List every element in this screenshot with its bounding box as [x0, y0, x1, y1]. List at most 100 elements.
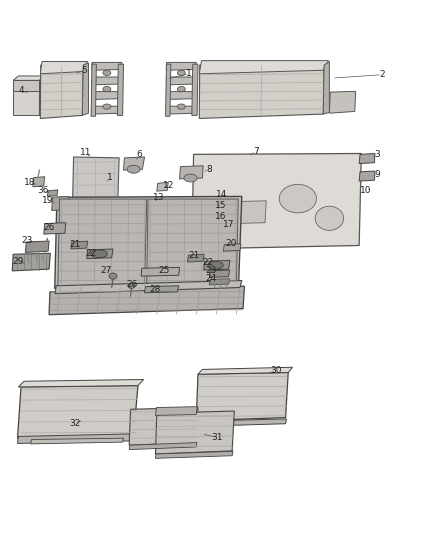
Text: 3: 3 — [374, 150, 381, 159]
Text: 19: 19 — [42, 196, 53, 205]
Text: 8: 8 — [206, 165, 212, 174]
Text: 23: 23 — [21, 236, 33, 245]
Ellipse shape — [127, 165, 140, 173]
Polygon shape — [147, 199, 238, 284]
Polygon shape — [52, 197, 69, 211]
Polygon shape — [12, 253, 50, 271]
Polygon shape — [92, 106, 122, 114]
Polygon shape — [71, 241, 88, 249]
Polygon shape — [199, 65, 324, 118]
Polygon shape — [192, 64, 198, 115]
Text: 14: 14 — [215, 190, 227, 199]
Polygon shape — [47, 190, 58, 197]
Polygon shape — [55, 280, 242, 294]
Text: 26: 26 — [127, 279, 138, 288]
Polygon shape — [13, 76, 45, 80]
Polygon shape — [40, 65, 83, 118]
Polygon shape — [31, 438, 124, 444]
Ellipse shape — [103, 104, 111, 109]
Polygon shape — [58, 199, 147, 287]
Polygon shape — [166, 77, 196, 85]
Text: 7: 7 — [253, 147, 259, 156]
Polygon shape — [204, 260, 230, 270]
Ellipse shape — [177, 104, 185, 109]
Polygon shape — [187, 254, 204, 262]
Text: 27: 27 — [100, 266, 112, 276]
Text: 18: 18 — [24, 178, 35, 187]
Polygon shape — [40, 61, 88, 74]
Polygon shape — [18, 379, 144, 387]
Text: 20: 20 — [226, 239, 237, 248]
Polygon shape — [92, 62, 122, 70]
Ellipse shape — [177, 70, 185, 76]
Polygon shape — [92, 77, 122, 85]
Polygon shape — [49, 286, 244, 314]
Text: 13: 13 — [153, 193, 164, 202]
Ellipse shape — [103, 86, 111, 92]
Polygon shape — [223, 244, 241, 251]
Text: 11: 11 — [80, 148, 91, 157]
Polygon shape — [192, 154, 361, 249]
Text: 12: 12 — [163, 181, 174, 190]
Polygon shape — [196, 419, 286, 426]
Polygon shape — [82, 63, 88, 115]
Text: 6: 6 — [136, 150, 142, 159]
Polygon shape — [209, 279, 230, 285]
Text: 26: 26 — [43, 223, 55, 232]
Ellipse shape — [128, 283, 135, 288]
Text: 4: 4 — [18, 86, 24, 95]
Text: 31: 31 — [211, 433, 223, 442]
Text: 22: 22 — [202, 259, 214, 268]
Polygon shape — [231, 201, 266, 223]
Ellipse shape — [103, 70, 111, 76]
Polygon shape — [117, 64, 124, 115]
Polygon shape — [18, 434, 135, 443]
Text: 28: 28 — [150, 285, 161, 294]
Ellipse shape — [177, 86, 185, 92]
Polygon shape — [155, 411, 234, 454]
Polygon shape — [13, 80, 39, 115]
Text: 32: 32 — [70, 419, 81, 428]
Text: 22: 22 — [85, 249, 97, 258]
Text: 5: 5 — [81, 66, 87, 75]
Text: 10: 10 — [360, 186, 371, 195]
Text: 25: 25 — [159, 265, 170, 274]
Polygon shape — [33, 177, 45, 187]
Text: 17: 17 — [223, 220, 234, 229]
Text: 36: 36 — [37, 186, 49, 195]
Ellipse shape — [184, 174, 197, 182]
Text: 16: 16 — [215, 212, 227, 221]
Text: 29: 29 — [13, 257, 24, 266]
Polygon shape — [39, 76, 45, 115]
Polygon shape — [329, 91, 356, 113]
Text: 30: 30 — [270, 366, 282, 375]
Ellipse shape — [315, 206, 343, 230]
Polygon shape — [129, 408, 198, 445]
Polygon shape — [199, 61, 328, 74]
Polygon shape — [166, 106, 196, 114]
Polygon shape — [209, 270, 230, 278]
Polygon shape — [157, 182, 168, 191]
Text: 21: 21 — [188, 252, 199, 261]
Polygon shape — [180, 166, 203, 179]
Text: 21: 21 — [70, 240, 81, 249]
Text: 1: 1 — [186, 69, 192, 78]
Polygon shape — [13, 80, 39, 91]
Polygon shape — [129, 442, 197, 449]
Ellipse shape — [208, 261, 223, 269]
Polygon shape — [359, 171, 375, 181]
Text: 23: 23 — [205, 266, 217, 276]
Ellipse shape — [91, 250, 107, 258]
Ellipse shape — [109, 273, 117, 279]
Polygon shape — [155, 407, 197, 415]
Polygon shape — [55, 197, 242, 288]
Polygon shape — [196, 373, 288, 421]
Text: 9: 9 — [374, 170, 381, 179]
Polygon shape — [87, 249, 113, 259]
Polygon shape — [145, 286, 179, 293]
Polygon shape — [124, 157, 145, 170]
Polygon shape — [44, 223, 66, 234]
Ellipse shape — [279, 184, 316, 213]
Text: 24: 24 — [205, 274, 217, 283]
Polygon shape — [166, 64, 171, 116]
